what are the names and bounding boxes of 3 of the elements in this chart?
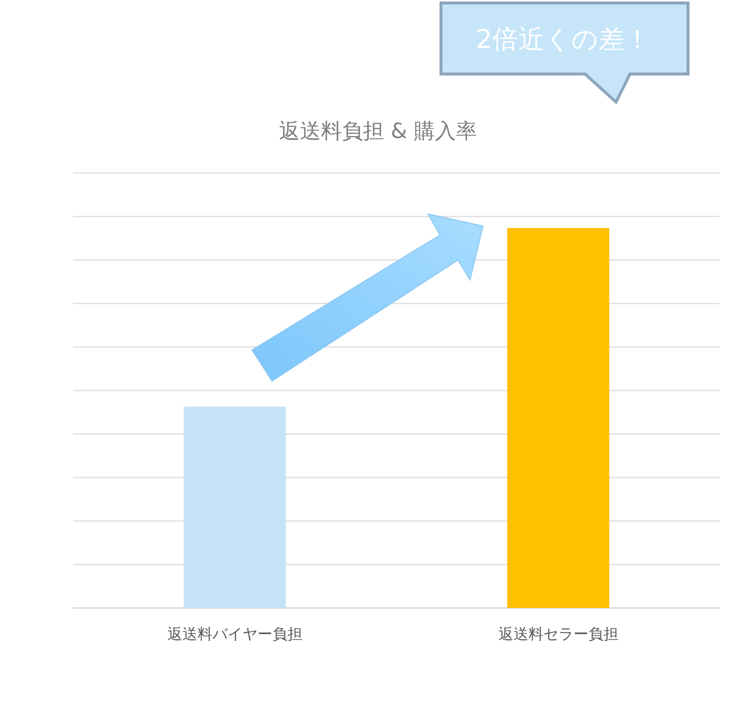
x-tick-label: 返送料バイヤー負担 xyxy=(167,625,302,643)
chart-title: 返送料負担 & 購入率 xyxy=(279,119,477,143)
x-tick-label: 返送料セラー負担 xyxy=(498,625,618,643)
